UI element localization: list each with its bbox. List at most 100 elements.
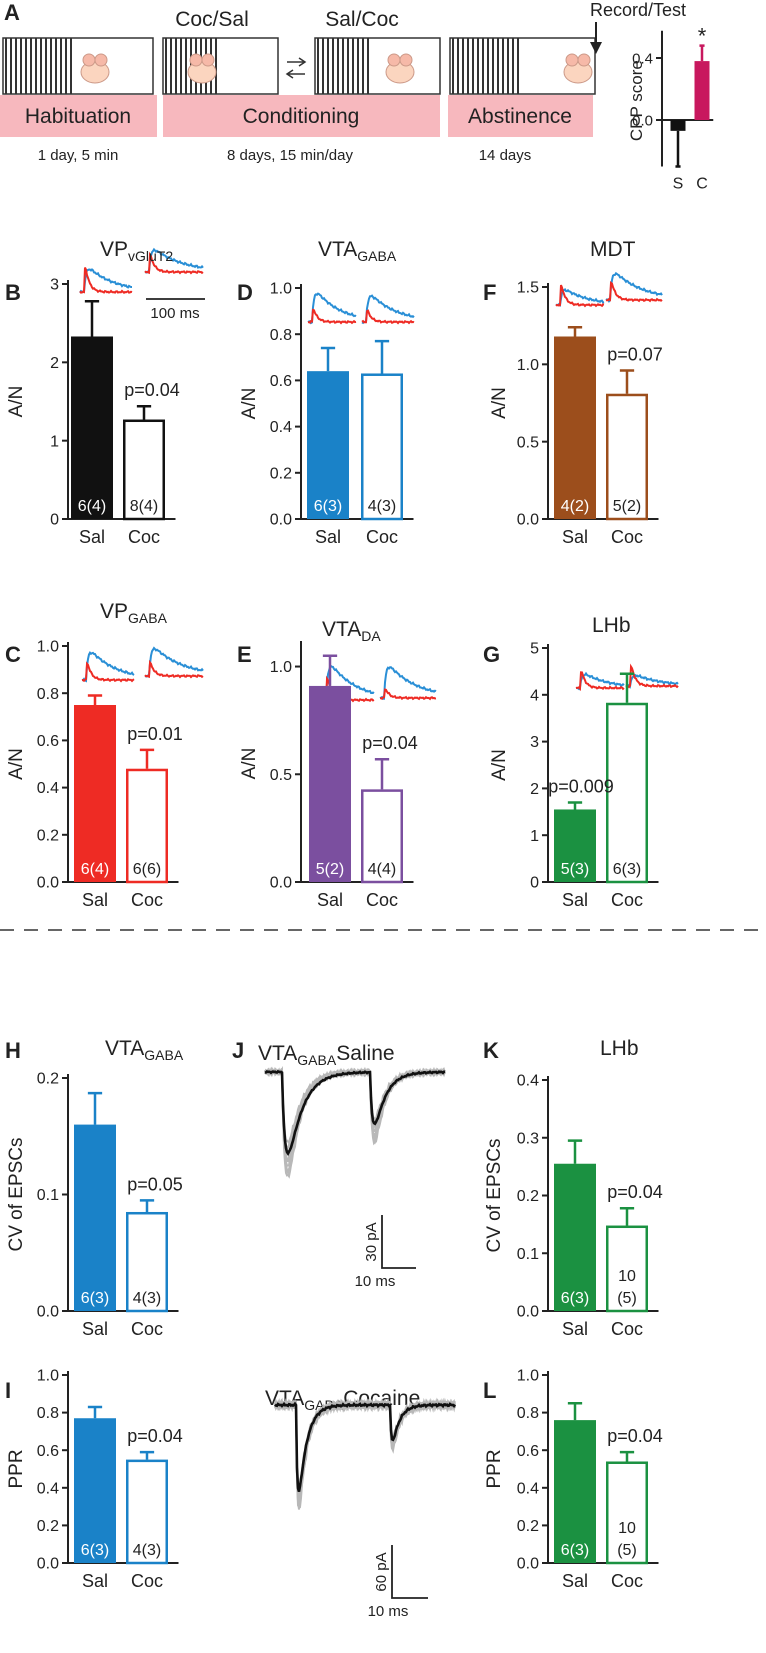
trace [144, 659, 204, 679]
y-axis-label: CV of EPSCs [6, 1137, 27, 1251]
chart-title: VTAGABA [318, 238, 397, 264]
trace [81, 661, 135, 683]
y-axis-label: CV of EPSCs [484, 1138, 505, 1252]
panel-letter: G [483, 642, 500, 667]
pairing: Sal/Coc [325, 8, 399, 31]
x-tick-label: Coc [366, 527, 398, 547]
y-tick-label: 0.0 [517, 1304, 539, 1321]
trace [79, 268, 132, 294]
p-value: p=0.04 [124, 380, 180, 400]
title-main: MDT [590, 238, 636, 261]
bar [606, 702, 648, 884]
scale-label: 30 pA [363, 1222, 380, 1261]
x-tick-label: Sal [82, 1319, 108, 1339]
y-tick-label: 2 [530, 781, 539, 798]
y-tick-label: 0.0 [270, 875, 292, 892]
p-value: p=0.01 [127, 724, 183, 744]
y-tick-label: 1.5 [517, 280, 539, 297]
y-axis-label: A/N [239, 388, 260, 420]
y-tick-label: 0.2 [37, 1518, 59, 1535]
n-label: 10 [618, 1520, 636, 1537]
title-main: VTA [258, 1042, 297, 1065]
mouse-ear [94, 53, 108, 67]
y-tick-label: 0.5 [517, 434, 539, 451]
x-tick-label: Coc [611, 1571, 643, 1591]
phase-label: Abstinence [468, 105, 572, 128]
trace [144, 646, 204, 678]
n-label: 4(2) [561, 498, 589, 515]
panel-letter: B [5, 280, 21, 305]
scale-label: 10 ms [368, 1603, 409, 1620]
y-tick-label: 0.2 [517, 1188, 539, 1205]
n-label: 5(3) [561, 861, 589, 878]
title-main: Saline [336, 1042, 394, 1065]
error-bar [374, 757, 390, 790]
trace [307, 308, 357, 325]
x-tick-label: Coc [128, 527, 160, 547]
cages [2, 37, 596, 95]
error-bar [567, 1139, 583, 1164]
trace [307, 292, 357, 325]
p-value: p=0.04 [607, 1182, 663, 1202]
title-main: VTA [322, 618, 361, 641]
n-label: 4(4) [368, 861, 396, 878]
error-bar [87, 1405, 103, 1419]
record-label: Record/Test [590, 0, 686, 20]
x-tick-label: Sal [562, 1571, 588, 1591]
p-value: p=0.07 [607, 345, 663, 365]
x-tick-label: Coc [611, 527, 643, 547]
panel-letter: K [483, 1038, 499, 1063]
error-bar [87, 1091, 103, 1125]
significance: * [698, 24, 707, 49]
chart-title: LHb [600, 1037, 639, 1060]
title-main: VTA [318, 238, 357, 261]
x-tick-label: Sal [562, 890, 588, 910]
scale-label: 100 ms [150, 305, 199, 322]
n-label: 6(3) [613, 861, 641, 878]
bar [71, 336, 113, 519]
error-bar [619, 1206, 635, 1226]
y-tick-label: 1 [50, 433, 59, 450]
p-value: p=0.04 [362, 733, 418, 753]
trace [361, 309, 415, 325]
n-label: 4(3) [133, 1542, 161, 1559]
error-bar [139, 1450, 155, 1460]
x-tick-label: Sal [79, 527, 105, 547]
trace [555, 287, 605, 307]
x-tick-label: C [696, 176, 708, 193]
bar [361, 373, 403, 521]
mouse-ear [565, 53, 579, 67]
y-tick-label: 1.0 [517, 1368, 539, 1385]
title-sub: GABA [297, 1052, 337, 1068]
error-bar [567, 801, 583, 810]
y-tick-label: 0.4 [517, 1480, 539, 1497]
title-sub: GABA [144, 1047, 184, 1063]
x-tick-label: Sal [82, 890, 108, 910]
x-tick-label: Sal [317, 890, 343, 910]
n-label: (5) [617, 1542, 637, 1559]
y-tick-label: 0.6 [37, 1443, 59, 1460]
bar [126, 768, 168, 884]
error-bar [320, 346, 336, 372]
title-sub: vGluT2 [128, 248, 173, 264]
phase-box [0, 95, 157, 137]
y-tick-label: 0.4 [37, 780, 59, 797]
title-sub: DA [361, 628, 381, 644]
trace [264, 1065, 446, 1146]
n-label: 6(4) [78, 498, 106, 515]
bar [554, 336, 596, 519]
y-tick-label: 0.8 [517, 1405, 539, 1422]
y-tick-label: 0.4 [517, 1073, 539, 1090]
y-tick-label: 0.8 [37, 686, 59, 703]
y-tick-label: 1.0 [270, 659, 292, 676]
y-tick-label: 0 [530, 875, 539, 892]
phase-box [163, 95, 440, 137]
panel-letter: H [5, 1038, 21, 1063]
mouse-ear [189, 53, 203, 67]
trace-title: VTAGABASaline [258, 1042, 395, 1068]
y-tick-label: 0.0 [37, 1556, 59, 1573]
bar [606, 1461, 648, 1565]
y-axis-label: A/N [239, 748, 260, 780]
y-tick-label: 2 [50, 355, 59, 372]
